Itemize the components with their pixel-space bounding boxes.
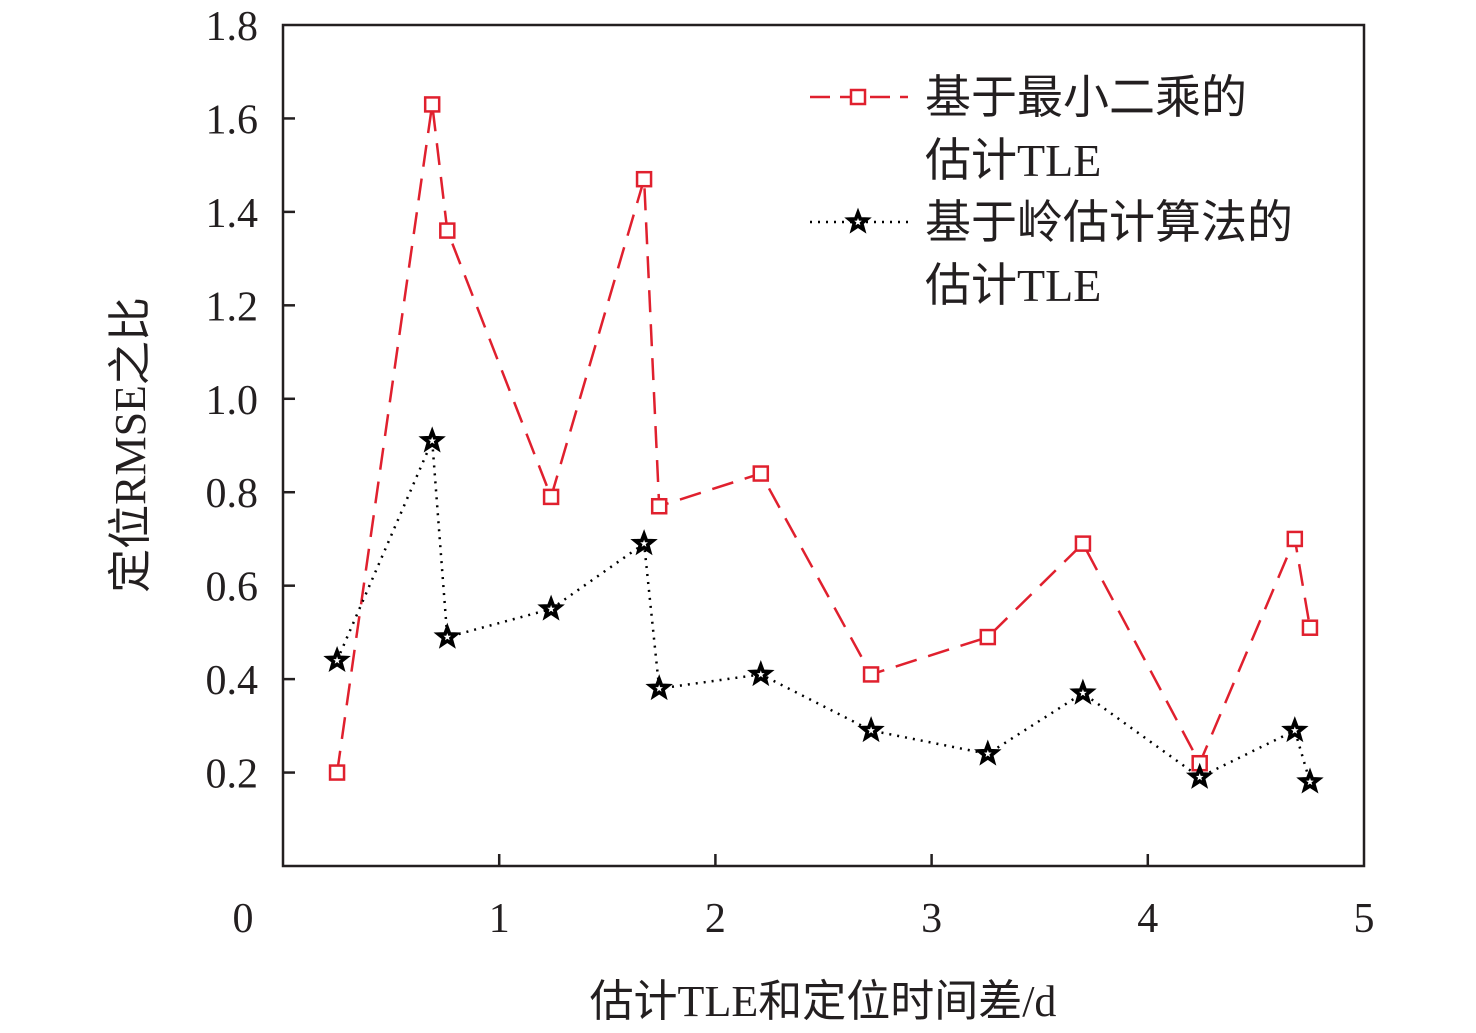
y-tick-label: 0.6 [206, 565, 259, 611]
star-marker-center [867, 726, 875, 734]
square-marker [635, 170, 653, 188]
square-marker [650, 497, 668, 515]
star-marker-center [1306, 777, 1314, 786]
square-marker [752, 465, 770, 482]
square-marker [439, 222, 456, 239]
square-marker [1286, 530, 1304, 548]
y-tick-label: 0.2 [206, 752, 259, 798]
star-marker-center [1291, 726, 1299, 734]
x-tick-label: 5 [1354, 896, 1375, 942]
origin-label: 0 [233, 896, 254, 942]
star-marker-center [428, 436, 436, 445]
series-line [335, 440, 1312, 783]
x-tick-label: 1 [489, 896, 510, 942]
legend-label: 基于岭估计算法的 [925, 197, 1293, 248]
star-marker-center [443, 633, 452, 641]
star-marker-center [1079, 689, 1087, 697]
legend-label: 估计TLE [925, 135, 1101, 186]
x-axis-label: 估计TLE和定位时间差/d [590, 977, 1057, 1026]
plot-frame [281, 23, 1366, 868]
x-tick-label: 3 [921, 896, 942, 942]
square-marker [1301, 619, 1319, 636]
star-marker-center [547, 605, 555, 613]
star-marker-center [854, 218, 862, 226]
y-tick-label: 1.6 [206, 97, 259, 143]
star-marker-center [1195, 773, 1204, 781]
square-marker [328, 764, 346, 781]
y-tick-label: 1.8 [206, 4, 259, 50]
star-marker-center [757, 670, 765, 678]
square-marker [979, 628, 997, 646]
star-marker-center [333, 656, 341, 664]
star-marker-center [984, 749, 992, 758]
square-marker [862, 666, 880, 683]
series-2 [323, 426, 1324, 794]
square-marker [423, 96, 441, 113]
x-tick-label: 4 [1137, 896, 1158, 942]
legend-label: 估计TLE [925, 260, 1101, 311]
star-marker-center [640, 539, 648, 547]
ticks: 1 2 3 4 5 0.2 0.4 0.6 0.8 1.0 1.2 1.4 1.6 1.8 [206, 4, 1375, 942]
y-tick-label: 1.0 [206, 378, 259, 424]
y-tick-label: 1.4 [206, 191, 259, 237]
square-marker [849, 88, 867, 106]
y-axis-label: 定位RMSE之比 [106, 297, 155, 593]
square-marker [542, 488, 560, 506]
series-layer [323, 96, 1324, 794]
legend-label: 基于最小二乘的 [925, 72, 1247, 123]
x-tick-label: 2 [705, 896, 726, 942]
y-tick-label: 0.4 [206, 658, 259, 704]
square-marker [1074, 535, 1092, 552]
y-tick-label: 0.8 [206, 471, 259, 517]
y-tick-label: 1.2 [206, 284, 259, 330]
star-marker-center [655, 684, 663, 692]
